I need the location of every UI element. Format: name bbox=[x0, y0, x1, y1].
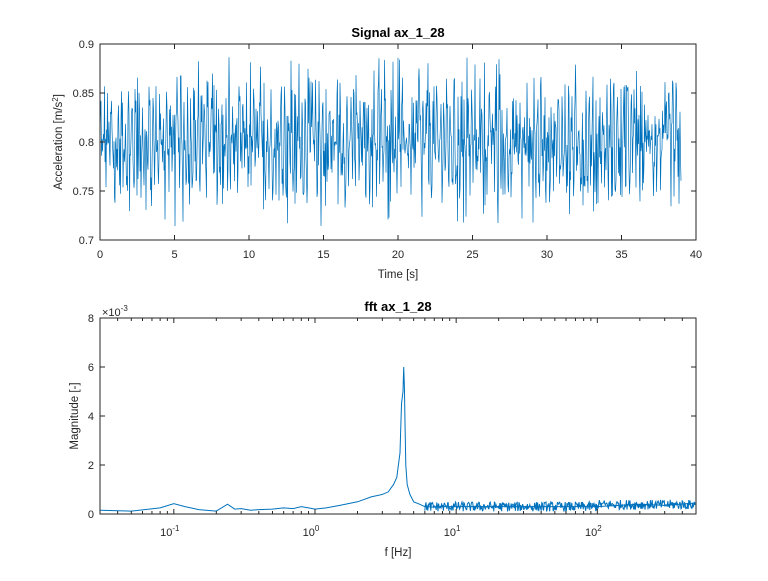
fft-y-ticks: 0 2 4 6 8 bbox=[88, 313, 696, 521]
signal-y-tick-label: 0.9 bbox=[79, 39, 94, 51]
signal-y-axis-label: Acceleration [m/s2] bbox=[51, 94, 65, 190]
signal-x-tick-label: 20 bbox=[392, 249, 404, 261]
signal-y-axis-label-sup: 2 bbox=[51, 97, 60, 102]
signal-y-ticks: 0.7 0.75 0.8 0.85 0.9 bbox=[73, 39, 696, 247]
fft-y-tick-label: 6 bbox=[88, 362, 94, 374]
signal-axes: 0 5 10 15 20 25 30 35 40 0.7 0.75 0.8 0.85 0.9 Signa… bbox=[51, 25, 702, 281]
fft-y-exponent-power: -3 bbox=[121, 304, 129, 313]
fft-y-tick-label: 8 bbox=[88, 313, 94, 325]
fft-y-exponent-base: ×10 bbox=[102, 307, 121, 319]
fft-y-exponent-label: ×10-3 bbox=[102, 304, 128, 319]
signal-x-tick-label: 5 bbox=[171, 249, 177, 261]
fft-series-line bbox=[100, 366, 696, 512]
signal-y-tick-label: 0.85 bbox=[73, 88, 94, 100]
signal-x-ticks: 0 5 10 15 20 25 30 35 40 bbox=[97, 44, 702, 261]
signal-y-tick-label: 0.8 bbox=[79, 137, 94, 149]
signal-y-tick-label: 0.75 bbox=[73, 186, 94, 198]
fft-x-tick-label: 100 bbox=[303, 524, 320, 539]
fft-x-tick-label: 10-1 bbox=[160, 524, 180, 539]
fft-axes: 10-1 100 101 102 0 2 4 6 8 fft ax_1_28 f [Hz] M… bbox=[69, 299, 697, 559]
fft-x-ticks: 10-1 100 101 102 bbox=[99, 318, 697, 539]
signal-y-axis-label-end: ] bbox=[53, 94, 65, 97]
signal-series-line bbox=[100, 57, 682, 227]
signal-y-tick-label: 0.7 bbox=[79, 235, 94, 247]
signal-x-tick-label: 10 bbox=[243, 249, 255, 261]
signal-y-axis-label-main: Acceleration [m/s bbox=[53, 101, 65, 189]
signal-x-tick-label: 35 bbox=[615, 249, 627, 261]
fft-axes-background bbox=[100, 318, 696, 514]
signal-x-tick-label: 0 bbox=[97, 249, 103, 261]
fft-y-tick-label: 4 bbox=[88, 411, 94, 423]
signal-x-axis-label: Time [s] bbox=[378, 269, 418, 281]
fft-x-axis-label: f [Hz] bbox=[385, 547, 412, 559]
fft-series-noise-band bbox=[424, 499, 696, 514]
fft-title: fft ax_1_28 bbox=[364, 299, 431, 314]
fft-y-tick-label: 0 bbox=[88, 509, 94, 521]
fft-y-tick-label: 2 bbox=[88, 460, 94, 472]
signal-x-tick-label: 30 bbox=[541, 249, 553, 261]
fft-x-tick-label: 102 bbox=[585, 524, 602, 539]
fft-y-axis-label: Magnitude [-] bbox=[69, 382, 81, 449]
signal-x-tick-label: 40 bbox=[690, 249, 702, 261]
fft-x-tick-label: 101 bbox=[444, 524, 461, 539]
signal-x-tick-label: 15 bbox=[317, 249, 329, 261]
signal-title: Signal ax_1_28 bbox=[351, 25, 444, 40]
signal-x-tick-label: 25 bbox=[466, 249, 478, 261]
